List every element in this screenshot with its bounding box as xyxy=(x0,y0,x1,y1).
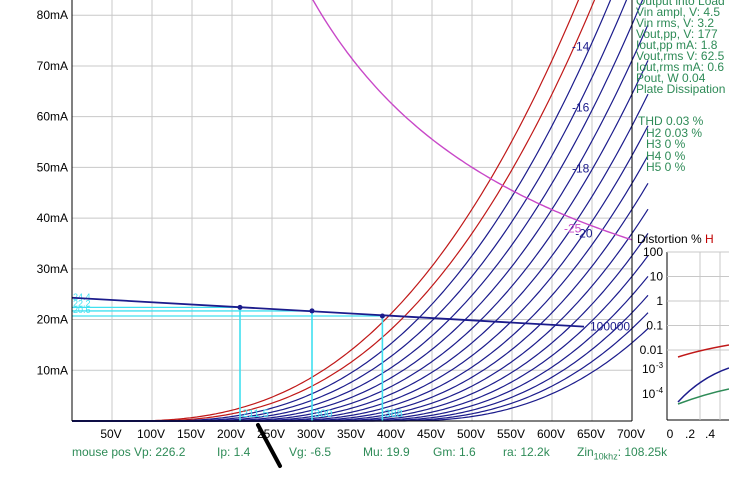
status-gm: Gm: 1.6 xyxy=(433,445,476,459)
info-line: Vin rms, V: 3.2 xyxy=(636,16,715,30)
info-line: Vout,rms V: 62.5 xyxy=(636,49,725,63)
axes: 50V 100V 150V 200V 250V 300V 350V 400V 450V 500V 5… xyxy=(37,0,645,441)
op-voltage-label: 388 xyxy=(384,408,402,420)
load-line xyxy=(71,296,585,328)
plate-curve xyxy=(72,0,580,422)
distortion-blue xyxy=(677,367,729,403)
y-tick-label: 30mA xyxy=(37,262,68,276)
distortion-x-tick: .4 xyxy=(705,427,715,441)
mouse-cursor xyxy=(256,423,282,468)
output-info-panel: Output into Load Vin ampl, V: 4.5 Vin rms,… xyxy=(636,0,729,106)
status-zin-label: Zin xyxy=(577,445,594,459)
operating-point xyxy=(309,308,315,314)
h3-value: H3 0 % xyxy=(646,137,686,151)
distortion-green xyxy=(677,388,729,405)
info-line: Vout,pp, V: 177 xyxy=(636,27,718,41)
distortion-y-tick: 10 xyxy=(650,270,664,284)
info-line: Iout,rms mA: 0.6 xyxy=(636,60,725,74)
distortion-y-tick: 0.1 xyxy=(646,319,663,333)
distortion-y-tick: 0.01 xyxy=(640,343,664,357)
distortion-title: Distortion % H xyxy=(637,232,714,246)
status-ra: ra: 12.2k xyxy=(503,445,550,459)
op-voltage-label: 300 xyxy=(314,408,332,420)
operating-point xyxy=(237,304,243,310)
dissipation-curve xyxy=(312,0,633,241)
h2-value: H2 0.03 % xyxy=(646,125,703,140)
x-tick-label: 500V xyxy=(457,427,485,441)
left-current-label: 22.2 xyxy=(73,299,91,309)
y-tick-label: 40mA xyxy=(37,211,68,225)
status-mu: Mu: 19.9 xyxy=(363,445,410,459)
x-tick-label: 150V xyxy=(177,427,205,441)
y-tick-label: 10mA xyxy=(37,363,68,377)
x-tick-label: 50V xyxy=(100,427,121,441)
grid-voltage-label: -25 xyxy=(564,221,582,235)
plate-curve xyxy=(72,0,612,422)
info-line: Pout, W 0.04 xyxy=(636,71,706,85)
status-mouse-pos: mouse pos Vp: 226.2 xyxy=(72,445,186,459)
x-tick-label: 700V xyxy=(617,427,645,441)
x-tick-label: 650V xyxy=(577,427,605,441)
plate-curve xyxy=(72,255,649,422)
x-tick-label: 300V xyxy=(297,427,325,441)
h4-value: H4 0 % xyxy=(646,148,686,163)
distortion-y-tick-exp: 10 xyxy=(642,362,656,376)
distortion-x-tick: .2 xyxy=(685,427,695,441)
plate-curve xyxy=(72,0,644,422)
x-tick-label: 450V xyxy=(417,427,445,441)
x-tick-label: 100V xyxy=(137,427,165,441)
grid xyxy=(72,0,632,421)
x-tick-label: 200V xyxy=(217,427,245,441)
status-zin-sub: 10khz xyxy=(593,451,618,462)
status-zin: Zin10khz: 108.25k xyxy=(577,445,667,461)
distortion-title-suffix: H xyxy=(705,232,714,246)
x-tick-label: 550V xyxy=(497,427,525,441)
status-ip: Ip: 1.4 xyxy=(217,445,251,459)
x-tick-label: 350V xyxy=(337,427,365,441)
plate-curves: -14 -16 -18 -20-25 xyxy=(72,0,649,422)
op-voltage-label: 211.5 xyxy=(242,408,269,420)
distortion-y-tick-exp-power: -3 xyxy=(656,361,664,370)
h5-value: H5 0 % xyxy=(646,160,686,174)
distortion-y-tick-exp-power: -4 xyxy=(656,386,664,395)
y-tick-label: 80mA xyxy=(37,8,68,22)
load-line-overlay: 211.5 300 388 24.422.220.6 100000 xyxy=(71,292,630,421)
status-bar: mouse pos Vp: 226.2 Ip: 1.4 Vg: -6.5 Mu:… xyxy=(0,445,729,461)
info-line: Plate Dissipation xyxy=(636,82,726,96)
distortion-y-tick: 100 xyxy=(643,245,663,259)
y-tick-label: 50mA xyxy=(37,160,68,174)
info-line: Output into Load xyxy=(636,0,725,8)
plate-curve xyxy=(72,233,649,422)
left-current-label: 24.4 xyxy=(73,292,91,302)
grid-voltage-label: -16 xyxy=(572,101,590,115)
distortion-y-tick: 1 xyxy=(656,294,663,308)
cursor-pointer xyxy=(256,423,282,468)
operating-point xyxy=(379,313,385,319)
plate-curve xyxy=(72,0,596,422)
y-tick-label: 70mA xyxy=(37,59,68,73)
distortion-x-tick: 0 xyxy=(667,427,674,441)
harmonics-panel: THD 0.03 % H2 0.03 % H3 0 % H4 0 % H5 0 … xyxy=(638,114,704,174)
y-tick-label: 60mA xyxy=(37,110,68,124)
status-vg: Vg: -6.5 xyxy=(289,445,332,459)
grid-voltage-label: -20 xyxy=(575,226,593,240)
grid-voltage-label: -18 xyxy=(572,161,590,175)
plate-curve xyxy=(72,24,649,422)
status-zin-value: : 108.25k xyxy=(617,445,668,459)
info-line: Iout,pp mA: 1.8 xyxy=(636,38,718,52)
distortion-y-tick-exp: 10 xyxy=(642,387,656,401)
thd-value: THD 0.03 % xyxy=(638,114,704,128)
load-line-label: 100000 xyxy=(590,320,630,334)
grid-voltage-label: -14 xyxy=(572,40,590,54)
distortion-title-text: Distortion % xyxy=(637,232,702,246)
distortion-red xyxy=(677,344,729,358)
x-tick-label: 400V xyxy=(377,427,405,441)
x-tick-label: 600V xyxy=(537,427,565,441)
info-line: Vin ampl, V: 4.5 xyxy=(636,5,721,19)
left-current-label: 20.6 xyxy=(73,305,91,315)
y-tick-label: 20mA xyxy=(37,313,68,327)
